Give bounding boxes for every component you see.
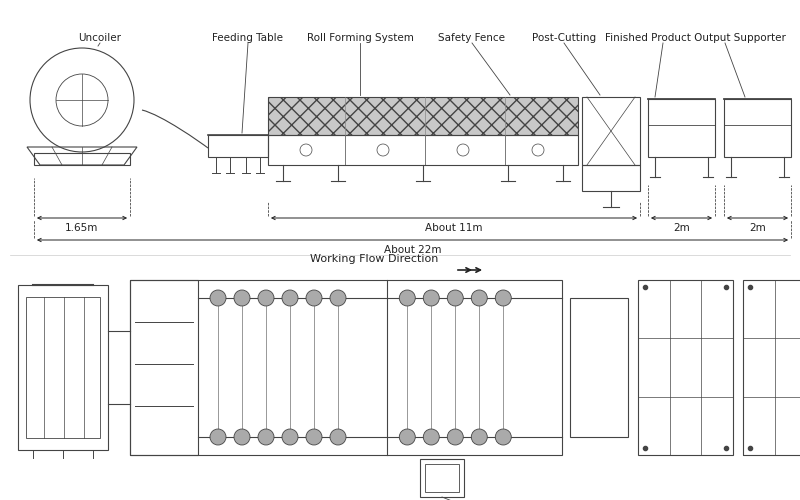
Circle shape [471,290,487,306]
Circle shape [234,290,250,306]
Bar [582,97,640,165]
Circle shape [495,290,511,306]
Circle shape [258,290,274,306]
Circle shape [399,429,415,445]
Circle shape [495,429,511,445]
Circle shape [210,429,226,445]
Bar [208,135,268,157]
Text: Post-Cutting: Post-Cutting [532,33,596,43]
Text: 2m: 2m [749,223,766,233]
Text: Safety Fence: Safety Fence [438,33,506,43]
Bar [743,280,800,455]
Text: Roll Forming System: Roll Forming System [306,33,414,43]
Bar [268,97,578,135]
Text: Working Flow Direction: Working Flow Direction [310,254,438,264]
Bar [130,280,198,455]
Text: 2m: 2m [673,223,690,233]
Circle shape [210,290,226,306]
Circle shape [447,429,463,445]
Bar [648,99,715,157]
Bar [26,297,100,438]
Circle shape [423,290,439,306]
Circle shape [306,429,322,445]
Bar [570,298,628,437]
Circle shape [471,429,487,445]
Bar [425,464,459,492]
Circle shape [330,290,346,306]
Bar [724,99,791,157]
Text: Uncoiler: Uncoiler [78,33,122,43]
Bar [268,135,578,165]
Bar [420,459,464,497]
Circle shape [282,429,298,445]
Bar [34,153,130,165]
Text: 1.65m: 1.65m [66,223,98,233]
Circle shape [423,429,439,445]
Bar [18,285,108,450]
Circle shape [399,290,415,306]
Text: Feeding Table: Feeding Table [213,33,283,43]
Bar [638,280,733,455]
Circle shape [234,429,250,445]
Circle shape [306,290,322,306]
Circle shape [282,290,298,306]
Text: Finished Product Output Supporter: Finished Product Output Supporter [605,33,786,43]
Circle shape [330,429,346,445]
Bar [582,165,640,191]
Circle shape [447,290,463,306]
Text: About 22m: About 22m [384,245,442,255]
Circle shape [258,429,274,445]
Bar [130,280,562,455]
Text: About 11m: About 11m [426,223,482,233]
